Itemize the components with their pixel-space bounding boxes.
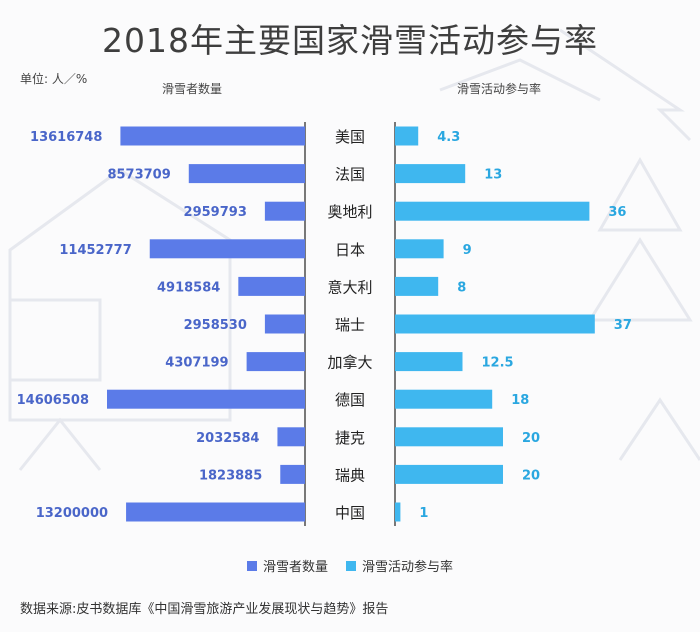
category-label: 加拿大 (327, 354, 372, 372)
unit-label: 单位: 人／% (20, 72, 88, 86)
bar-rate (395, 276, 439, 296)
bar-rate (395, 314, 595, 334)
data-label-skiers: 13616748 (30, 130, 102, 145)
bar-rate (395, 502, 401, 522)
data-label-skiers: 2959793 (184, 205, 247, 220)
category-label: 瑞典 (335, 466, 365, 484)
data-label-rate: 20 (522, 431, 540, 446)
bar-rate (395, 164, 466, 184)
data-label-rate: 36 (608, 205, 626, 220)
bar-skiers (126, 502, 305, 522)
legend: 滑雪者数量 滑雪活动参与率 (0, 556, 700, 575)
category-label: 德国 (335, 391, 365, 409)
data-label-skiers: 2032584 (196, 431, 259, 446)
bar-rate (395, 352, 463, 372)
bar-rate (395, 427, 503, 447)
chart-title: 2018年主要国家滑雪活动参与率 (102, 21, 598, 60)
data-label-skiers: 2958530 (184, 318, 247, 333)
bar-skiers (188, 164, 305, 184)
bar-skiers (107, 389, 305, 409)
legend-item-skiers: 滑雪者数量 (246, 556, 328, 575)
data-label-skiers: 1823885 (199, 468, 262, 483)
category-label: 瑞士 (335, 316, 365, 334)
bar-skiers (238, 276, 305, 296)
category-label: 法国 (335, 166, 365, 184)
data-label-rate: 12.5 (482, 356, 514, 371)
category-label: 中国 (335, 504, 365, 522)
bar-skiers (120, 126, 305, 146)
category-label: 日本 (335, 241, 365, 259)
data-label-skiers: 8573709 (107, 168, 170, 183)
data-label-rate: 9 (463, 243, 472, 258)
data-label-rate: 4.3 (437, 130, 460, 145)
left-column-header: 滑雪者数量 (162, 82, 223, 96)
data-label-skiers: 11452777 (59, 243, 131, 258)
data-label-skiers: 14606508 (17, 393, 89, 408)
bar-rate (395, 239, 444, 259)
legend-label-skiers: 滑雪者数量 (262, 560, 328, 575)
right-column-header: 滑雪活动参与率 (457, 82, 542, 96)
data-label-rate: 13 (484, 168, 502, 183)
data-label-rate: 18 (511, 393, 529, 408)
bar-skiers (246, 352, 305, 372)
bar-rate (395, 201, 590, 221)
category-label: 奥地利 (327, 203, 372, 221)
data-label-rate: 1 (419, 506, 428, 521)
legend-label-rate: 滑雪活动参与率 (362, 560, 454, 575)
category-label: 美国 (335, 128, 365, 146)
data-source-note: 数据来源:皮书数据库《中国滑雪旅游产业发展现状与趋势》报告 (20, 602, 389, 617)
category-label: 捷克 (335, 429, 365, 447)
bar-skiers (280, 464, 305, 484)
bar-skiers (149, 239, 305, 259)
legend-swatch-rate (346, 560, 356, 571)
category-label: 意大利 (327, 278, 372, 296)
data-label-skiers: 13200000 (36, 506, 108, 521)
data-label-skiers: 4918584 (157, 280, 220, 295)
bar-rate (395, 126, 419, 146)
data-label-rate: 8 (457, 280, 466, 295)
legend-swatch-skiers (246, 560, 257, 571)
bar-skiers (264, 201, 305, 221)
data-label-rate: 37 (614, 318, 632, 333)
data-label-skiers: 4307199 (165, 356, 228, 371)
bar-rate (395, 464, 503, 484)
bar-skiers (277, 427, 305, 447)
legend-item-rate: 滑雪活动参与率 (346, 556, 453, 575)
bar-rate (395, 389, 493, 409)
bar-skiers (264, 314, 305, 334)
data-label-rate: 20 (522, 468, 540, 483)
